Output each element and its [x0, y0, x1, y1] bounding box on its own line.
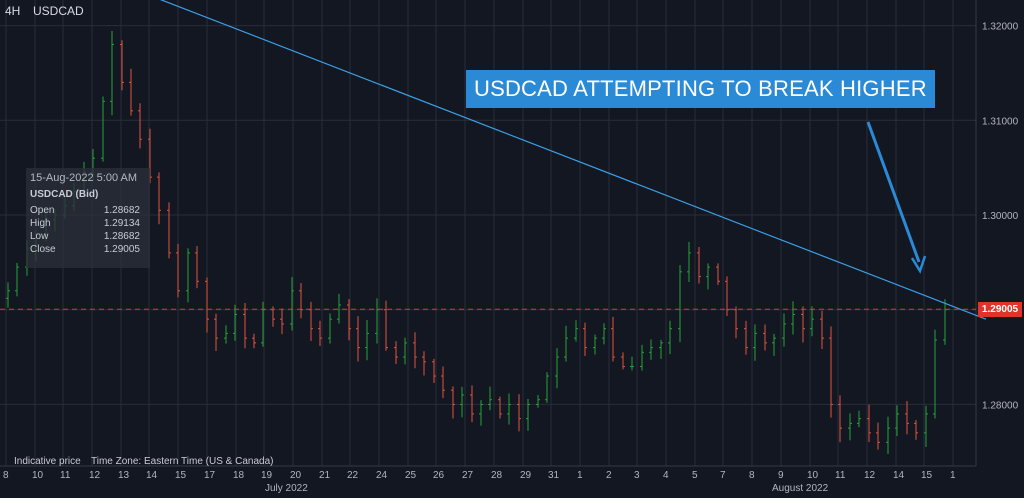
- x-tick-label: 29: [520, 470, 532, 481]
- x-tick-label: 1: [577, 470, 583, 481]
- timezone-note: Time Zone: Eastern Time (US & Canada): [91, 456, 274, 467]
- tooltip-open-value: 1.28682: [103, 205, 140, 216]
- trendline: [159, 0, 987, 320]
- tooltip-open-label: Open: [30, 205, 55, 216]
- annotation-banner: USDCAD ATTEMPTING TO BREAK HIGHER: [466, 70, 935, 108]
- x-tick-label: 27: [462, 470, 474, 481]
- timeframe-label[interactable]: 4H: [5, 4, 21, 18]
- tooltip-low-value: 1.28682: [103, 231, 140, 242]
- tooltip-close-label: Close: [30, 244, 56, 255]
- x-tick-label: 10: [807, 470, 819, 481]
- tooltip-datetime: 15-Aug-2022 5:00 AM: [30, 172, 138, 184]
- x-tick-label: 31: [548, 470, 560, 481]
- x-tick-label: 28: [491, 470, 503, 481]
- tooltip-row-low: Low 1.28682: [30, 230, 140, 243]
- annotation-arrow-head: [910, 255, 927, 274]
- tooltip-low-label: Low: [30, 231, 49, 242]
- ohlc-tooltip: 15-Aug-2022 5:00 AM USDCAD (Bid) Open 1.…: [26, 168, 150, 268]
- tooltip-high-value: 1.29134: [103, 218, 140, 229]
- y-tick-label: 1.28000: [982, 400, 1019, 411]
- y-tick-label: 1.31000: [982, 116, 1019, 127]
- x-tick-label: 3: [634, 470, 640, 481]
- x-tick-label: 7: [720, 470, 726, 481]
- tooltip-row-high: High 1.29134: [30, 217, 140, 230]
- tooltip-instrument: USDCAD (Bid): [30, 189, 99, 200]
- x-tick-label: 11: [60, 470, 71, 481]
- tooltip-close-value: 1.29005: [103, 244, 140, 255]
- x-tick-label: 5: [692, 470, 698, 481]
- x-tick-label: 11: [835, 470, 846, 481]
- x-tick-label: 21: [319, 470, 331, 481]
- symbol-label[interactable]: USDCAD: [33, 4, 84, 18]
- x-tick-label: 4: [663, 470, 669, 481]
- x-tick-label: 2: [606, 470, 612, 481]
- x-tick-label: 15: [921, 470, 933, 481]
- x-tick-label: 14: [146, 470, 158, 481]
- x-tick-label: 22: [347, 470, 359, 481]
- y-tick-label: 1.32000: [982, 22, 1019, 33]
- x-tick-label: 15: [175, 470, 187, 481]
- x-tick-label: 10: [32, 470, 44, 481]
- x-tick-label: 24: [376, 470, 388, 481]
- x-tick-label: 25: [405, 470, 417, 481]
- x-tick-label: 19: [261, 470, 273, 481]
- x-tick-label: 12: [89, 470, 101, 481]
- x-tick-label: 9: [778, 470, 784, 481]
- month-label-july: July 2022: [265, 483, 308, 493]
- annotation-arrow-shaft: [866, 121, 921, 263]
- x-tick-label: 8: [3, 470, 9, 481]
- x-tick-label: 13: [118, 470, 130, 481]
- x-tick-label: 20: [290, 470, 302, 481]
- tooltip-high-label: High: [30, 218, 51, 229]
- current-price-tag: 1.29005: [978, 302, 1022, 318]
- x-tick-label: 8: [749, 470, 755, 481]
- tooltip-row-open: Open 1.28682: [30, 204, 140, 217]
- x-tick-label: 26: [433, 470, 445, 481]
- tooltip-row-close: Close 1.29005: [30, 243, 140, 256]
- month-label-august: August 2022: [772, 483, 829, 493]
- x-tick-label: 1: [950, 470, 956, 481]
- x-tick-label: 17: [204, 470, 216, 481]
- x-tick-label: 14: [893, 470, 905, 481]
- y-tick-label: 1.30000: [982, 211, 1019, 222]
- indicative-price-note: Indicative price: [14, 456, 81, 467]
- x-tick-label: 12: [864, 470, 876, 481]
- x-tick-label: 18: [233, 470, 245, 481]
